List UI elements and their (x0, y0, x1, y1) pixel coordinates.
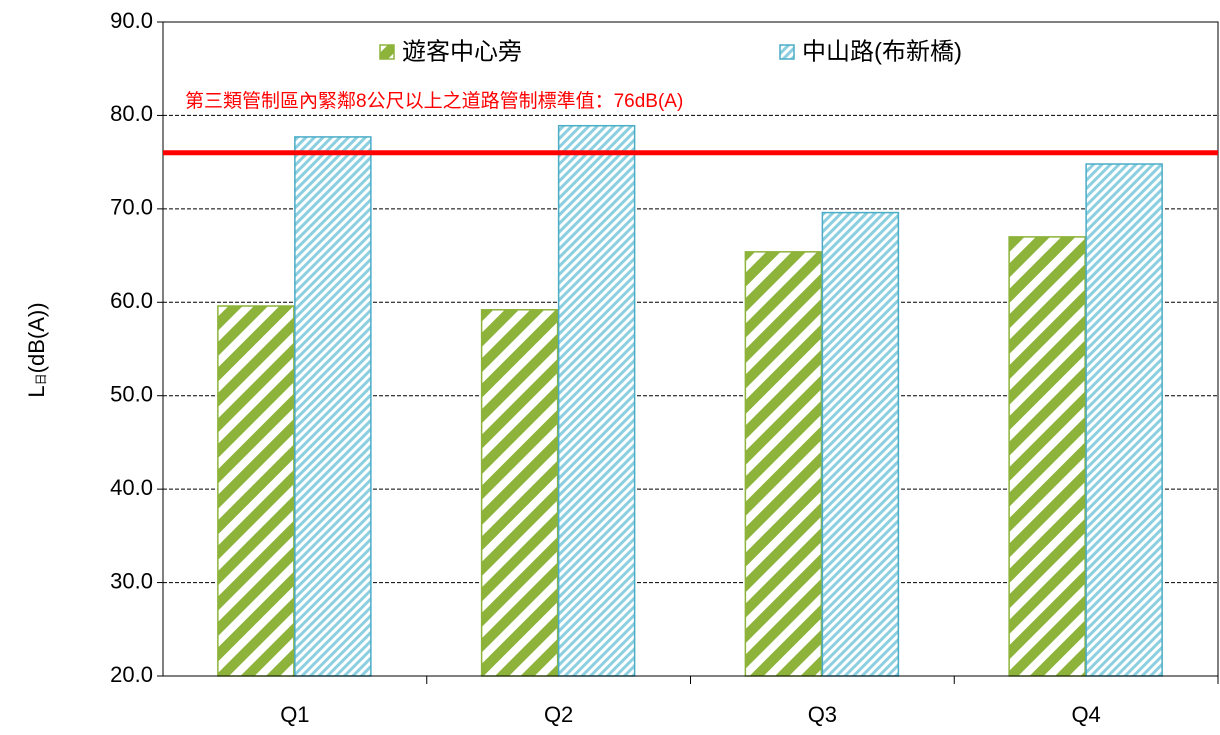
bar (217, 305, 295, 677)
plot-frame (162, 21, 1219, 677)
y-axis-label: L日(dB(A)) (24, 302, 49, 397)
x-tick-label: Q2 (544, 702, 573, 727)
y-tick-label: 70.0 (110, 195, 153, 220)
legend-label: 中山路(布新橋) (802, 38, 962, 65)
y-tick-label: 50.0 (110, 382, 153, 407)
bar (821, 211, 900, 677)
legend-swatch (779, 44, 795, 60)
legend-label: 遊客中心旁 (402, 38, 522, 65)
y-tick-label: 90.0 (110, 8, 153, 33)
x-tick-label: Q1 (280, 702, 309, 727)
bar (557, 124, 636, 677)
bar (1085, 163, 1163, 677)
y-tick-label: 20.0 (110, 662, 153, 687)
y-tick-label: 80.0 (110, 101, 153, 126)
bar (744, 251, 823, 677)
bar (1008, 236, 1086, 677)
x-tick-label: Q4 (1071, 702, 1100, 727)
y-tick-label: 40.0 (110, 475, 153, 500)
bar (480, 309, 559, 677)
reference-label: 第三類管制區內緊鄰8公尺以上之道路管制標準值：76dB(A) (185, 90, 683, 112)
y-label-main: L (24, 385, 49, 397)
y-tick-label: 60.0 (110, 288, 153, 313)
y-label-sub: 日 (34, 373, 48, 385)
y-tick-label: 30.0 (110, 568, 153, 593)
legend-swatch (379, 44, 395, 60)
x-tick-label: Q3 (808, 702, 837, 727)
y-label-unit: (dB(A)) (24, 302, 49, 373)
bar (294, 136, 372, 677)
